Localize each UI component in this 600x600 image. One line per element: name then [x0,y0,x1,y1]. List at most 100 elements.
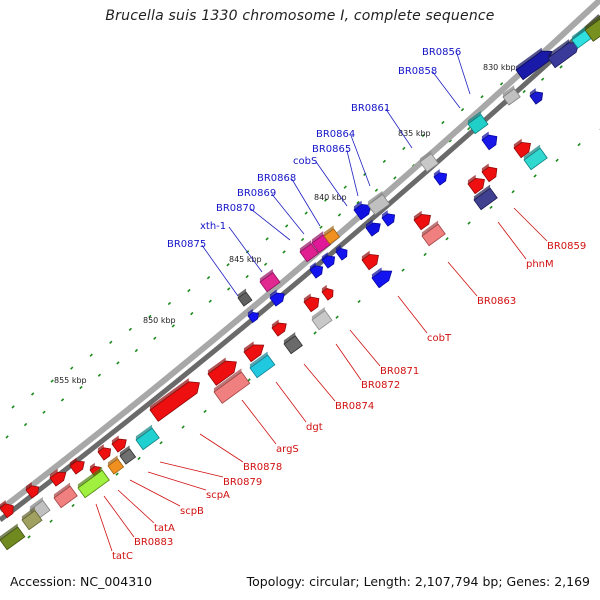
forward-label-leader [315,161,348,207]
gene-darkgray [119,445,137,465]
gene-red [0,500,14,519]
tick-mark-mid [319,225,323,229]
reverse-gene-label[interactable]: tatC [112,551,133,562]
gene-red [111,435,127,453]
gene-red [361,250,379,271]
topology-text: Topology: circular; Length: 2,107,794 bp… [246,574,590,589]
tick-mark-outer [167,301,172,306]
reverse-label-leader [513,207,548,242]
forward-gene-label[interactable]: BR0870 [216,203,255,214]
tick-mark-mid [5,435,9,439]
reverse-gene-label[interactable]: dgt [306,422,323,433]
tick-mark-inner [247,378,251,382]
gene-red [481,163,498,183]
reverse-gene-label[interactable]: scpB [180,506,204,517]
reverse-label-leader [349,329,381,367]
forward-label-leader [346,149,359,197]
tick-mark-inner [115,472,119,476]
tick-mark-inner [27,535,31,539]
reverse-gene-label[interactable]: scpA [206,490,230,501]
gene-red [467,174,485,195]
forward-label-leader [250,208,291,241]
tick-mark-inner [445,237,449,241]
gene-gray [419,150,439,173]
gene-red [303,293,320,313]
tick-mark-outer [284,224,289,228]
tick-mark-outer [206,276,211,280]
tick-mark-mid [190,311,194,316]
forward-gene-label[interactable]: BR0868 [257,173,296,184]
forward-gene-label[interactable]: xth-1 [200,221,226,232]
reverse-gene-label[interactable]: BR0871 [380,366,419,377]
forward-gene-label[interactable]: BR0856 [422,47,461,58]
gene-magenta [259,268,281,293]
tick-mark-outer [499,82,504,86]
tick-mark-mid [23,422,28,427]
tick-mark-inner [423,252,427,257]
scale-tick-label: 840 kbp [314,193,347,202]
gene-darkgray [237,288,253,307]
reverse-label-leader [447,261,478,297]
forward-gene-label[interactable]: BR0858 [398,66,437,77]
tick-mark-mid [282,250,286,254]
tick-mark-outer [460,108,465,112]
tick-mark-mid [171,324,175,328]
backbone-outer [0,0,600,513]
forward-gene-label[interactable]: BR0865 [312,144,351,155]
reverse-gene-label[interactable]: tatA [154,523,175,534]
tick-mark-inner [357,299,361,304]
tick-mark-outer [402,146,406,151]
tick-mark-mid [97,373,102,377]
forward-label-leader [432,71,461,109]
gene-darkgray [283,332,303,355]
forward-label-leader [271,193,305,235]
tick-mark-mid [448,139,452,143]
reverse-gene-label[interactable]: BR0859 [547,241,586,252]
tick-mark-mid [60,398,65,402]
reverse-gene-label[interactable]: argS [276,444,299,455]
tick-mark-outer [11,405,15,409]
reverse-gene-label[interactable]: BR0878 [243,462,282,473]
gene-gray [502,85,521,106]
reverse-gene-label[interactable]: BR0863 [477,296,516,307]
tick-mark-inner [511,190,515,194]
tick-mark-mid [134,348,139,353]
tick-mark-inner [489,205,493,210]
forward-gene-label[interactable]: BR0861 [351,103,390,114]
tick-mark-inner [533,174,537,178]
reverse-gene-label[interactable]: BR0883 [134,537,173,548]
reverse-gene-label[interactable]: BR0874 [335,401,374,412]
tick-mark-outer [304,211,308,215]
tick-mark-inner [181,425,185,429]
forward-gene-label[interactable]: BR0875 [167,239,206,250]
forward-gene-label[interactable]: cobS [293,156,317,167]
gene-blue [269,289,285,307]
reverse-label-leader [275,381,307,423]
reverse-gene-label[interactable]: BR0872 [361,380,400,391]
gene-gray [311,306,333,331]
reverse-label-leader [241,399,277,445]
tick-mark-outer [382,159,386,164]
tick-mark-mid [337,213,342,217]
tick-mark-mid [42,410,46,414]
tick-mark-inner [49,519,53,523]
gene-orange [107,455,125,475]
gene-pink [213,368,251,404]
reverse-gene-label[interactable]: cobT [427,333,452,344]
forward-gene-label[interactable]: BR0869 [237,188,276,199]
reverse-gene-label[interactable]: BR0879 [223,477,262,488]
forward-gene-label[interactable]: BR0864 [316,129,355,140]
tick-mark-outer [324,198,328,202]
scale-tick-label: 835 kbp [398,129,431,138]
gene-orange [323,225,341,245]
gene-red [207,357,237,386]
gene-cyan [249,351,276,379]
reverse-label-leader [199,433,244,463]
tick-mark-mid [356,200,360,205]
reverse-gene-label[interactable]: phnM [526,259,554,270]
gene-blue [335,244,348,261]
tick-mark-inner [159,441,163,445]
tick-mark-inner [335,315,339,319]
tick-mark-inner [577,142,581,147]
